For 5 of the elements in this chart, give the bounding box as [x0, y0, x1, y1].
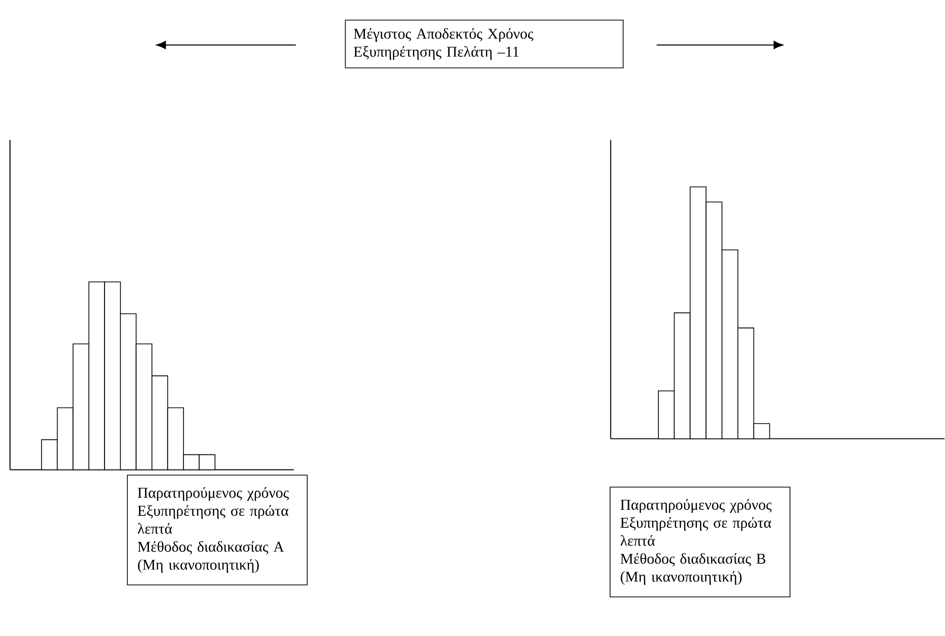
x-axis-title: Παρατηρούμενος χρόνος Εξυπηρέτησης σε πρώτα λεπτά — [138, 487, 289, 534]
text: Μέθοδος διαδικασίας Β (Μη ικανοποιητική) — [620, 553, 766, 586]
x-axis-title: Παρατηρούμενος χρόνος Εξυπηρέτησης σε πρώτα λεπτά — [620, 499, 772, 546]
text: Μέθοδος διαδικασίας Α (Μη ικανοποιητική) — [138, 541, 284, 574]
text: Μέγιστος Αποδεκτός Χρόνος Εξυπηρέτησης Πελάτη –11 — [354, 28, 534, 60]
